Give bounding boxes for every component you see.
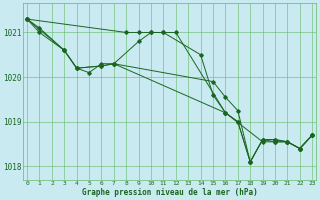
X-axis label: Graphe pression niveau de la mer (hPa): Graphe pression niveau de la mer (hPa) [82, 188, 258, 197]
